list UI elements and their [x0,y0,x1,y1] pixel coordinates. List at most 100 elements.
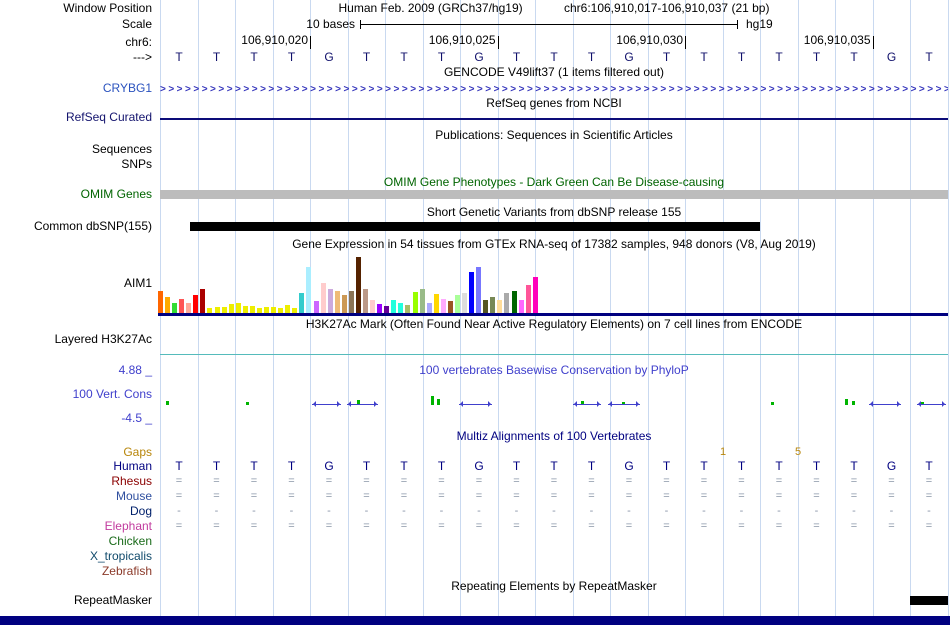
gtex-tissue-bar[interactable] [398,303,403,313]
gtex-tissue-bar[interactable] [441,299,446,313]
gtex-tissue-bar[interactable] [335,291,340,313]
gtex-tissue-bar[interactable] [207,308,212,313]
gtex-tissue-bar[interactable] [257,308,262,313]
gtex-tissue-bar[interactable] [356,257,361,313]
track-label-elephant[interactable]: Elephant [104,519,152,533]
gtex-tissue-bar[interactable] [172,303,177,313]
gtex-tissue-bar[interactable] [377,304,382,313]
omim-genes-item[interactable] [160,190,948,199]
gtex-tissue-bar[interactable] [533,277,538,313]
phylop-score-bar [357,400,360,405]
refseq-curated-item[interactable] [160,118,948,120]
gtex-tissue-bar[interactable] [264,307,269,313]
track-label-crybg1[interactable]: CRYBG1 [102,81,152,95]
gtex-tissue-bar[interactable] [434,294,439,313]
gtex-tissue-bar[interactable] [342,295,347,313]
gtex-tissue-bar[interactable] [292,308,297,313]
dbsnp-variant-item[interactable] [190,222,760,231]
alignment-glyph: - [214,505,219,517]
gtex-tissue-bar[interactable] [299,293,304,313]
alignment-glyph: = [738,490,745,502]
gtex-tissue-bar[interactable] [229,304,234,313]
gtex-tissue-bar[interactable] [384,306,389,313]
repeat-element-item[interactable] [910,596,948,605]
gtex-tissue-bar[interactable] [469,272,474,313]
gtex-bars[interactable] [0,257,950,313]
alignment-glyph: = [738,520,745,532]
gtex-tissue-bar[interactable] [215,307,220,313]
gtex-tissue-bar[interactable] [490,297,495,313]
track-label-omim-genes[interactable]: OMIM Genes [80,187,152,201]
gtex-tissue-bar[interactable] [512,291,517,313]
track-label-gaps[interactable]: Gaps [123,445,152,459]
track-label-aim1[interactable]: AIM1 [123,276,152,290]
gtex-tissue-bar[interactable] [427,303,432,313]
alignment-glyph: - [702,505,706,517]
alignment-glyph: = [250,475,258,487]
gtex-tissue-bar[interactable] [526,285,531,313]
gtex-tissue-bar[interactable] [405,305,410,313]
alignment-glyph: = [438,475,445,487]
gtex-tissue-bar[interactable] [158,291,163,313]
track-label-rhesus[interactable]: Rhesus [111,474,152,488]
alignment-glyph: = [925,520,933,532]
gtex-tissue-bar[interactable] [314,301,319,313]
alignment-glyph: = [850,490,858,502]
track-label-mouse[interactable]: Mouse [115,489,152,503]
track-label-human[interactable]: Human [113,459,152,473]
alignment-glyph: = [475,520,483,532]
track-label-sequences[interactable]: Sequences [91,142,152,156]
base-letter: T [812,50,821,64]
alignment-glyph: = [475,475,483,487]
gtex-tissue-bar[interactable] [363,289,368,313]
track-label-layered-h3k27ac[interactable]: Layered H3K27Ac [54,332,152,346]
alignment-glyph: = [850,520,858,532]
gtex-tissue-bar[interactable] [483,300,488,313]
track-label-common-dbsnp[interactable]: Common dbSNP(155) [33,219,152,233]
gtex-tissue-bar[interactable] [455,295,460,313]
gtex-tissue-bar[interactable] [370,300,375,313]
coordinate-tick [497,36,499,49]
gtex-tissue-bar[interactable] [271,307,276,313]
gtex-tissue-bar[interactable] [391,300,396,313]
gtex-tissue-bar[interactable] [200,289,205,313]
gtex-tissue-bar[interactable] [476,267,481,313]
alignment-glyph: - [627,505,631,517]
track-label-x_tropicalis[interactable]: X_tropicalis [89,549,152,563]
base-letter: T [250,50,258,64]
gtex-tissue-bar[interactable] [349,291,354,313]
gtex-tissue-bar[interactable] [186,303,191,313]
gtex-tissue-bar[interactable] [504,293,509,313]
gtex-tissue-bar[interactable] [243,306,248,313]
gtex-tissue-bar[interactable] [420,289,425,313]
track-label-vert-cons[interactable]: 100 Vert. Cons [72,387,152,401]
multiz-base-letter: T [250,459,258,473]
alignment-glyph: = [438,520,445,532]
gtex-tissue-bar[interactable] [519,300,524,313]
gtex-tissue-bar[interactable] [448,301,453,313]
track-label-dog[interactable]: Dog [129,504,152,518]
gtex-tissue-bar[interactable] [462,293,467,313]
track-label-repeatmasker[interactable]: RepeatMasker [73,593,152,607]
track-label-refseq-curated[interactable]: RefSeq Curated [65,110,152,124]
gtex-tissue-bar[interactable] [285,305,290,313]
gtex-tissue-bar[interactable] [321,283,326,313]
gtex-tissue-bar[interactable] [236,303,241,313]
gtex-tissue-bar[interactable] [306,267,311,313]
track-label-snps[interactable]: SNPs [121,157,152,171]
gtex-tissue-bar[interactable] [250,306,255,313]
gtex-tissue-bar[interactable] [222,307,227,313]
gtex-tissue-bar[interactable] [165,297,170,313]
track-label-chicken[interactable]: Chicken [108,534,152,548]
alignment-glyph: - [477,505,481,517]
gtex-tissue-bar[interactable] [328,289,333,313]
gtex-tissue-bar[interactable] [413,292,418,313]
base-letter: G [886,50,897,64]
gtex-tissue-bar[interactable] [278,308,283,313]
track-label-zebrafish[interactable]: Zebrafish [101,564,152,578]
gtex-tissue-bar[interactable] [193,295,198,313]
gtex-tissue-bar[interactable] [179,299,184,313]
crybg1-arrows[interactable]: >>>>>>>>>>>>>>>>>>>>>>>>>>>>>>>>>>>>>>>>… [160,84,948,95]
gtex-tissue-bar[interactable] [497,300,502,313]
